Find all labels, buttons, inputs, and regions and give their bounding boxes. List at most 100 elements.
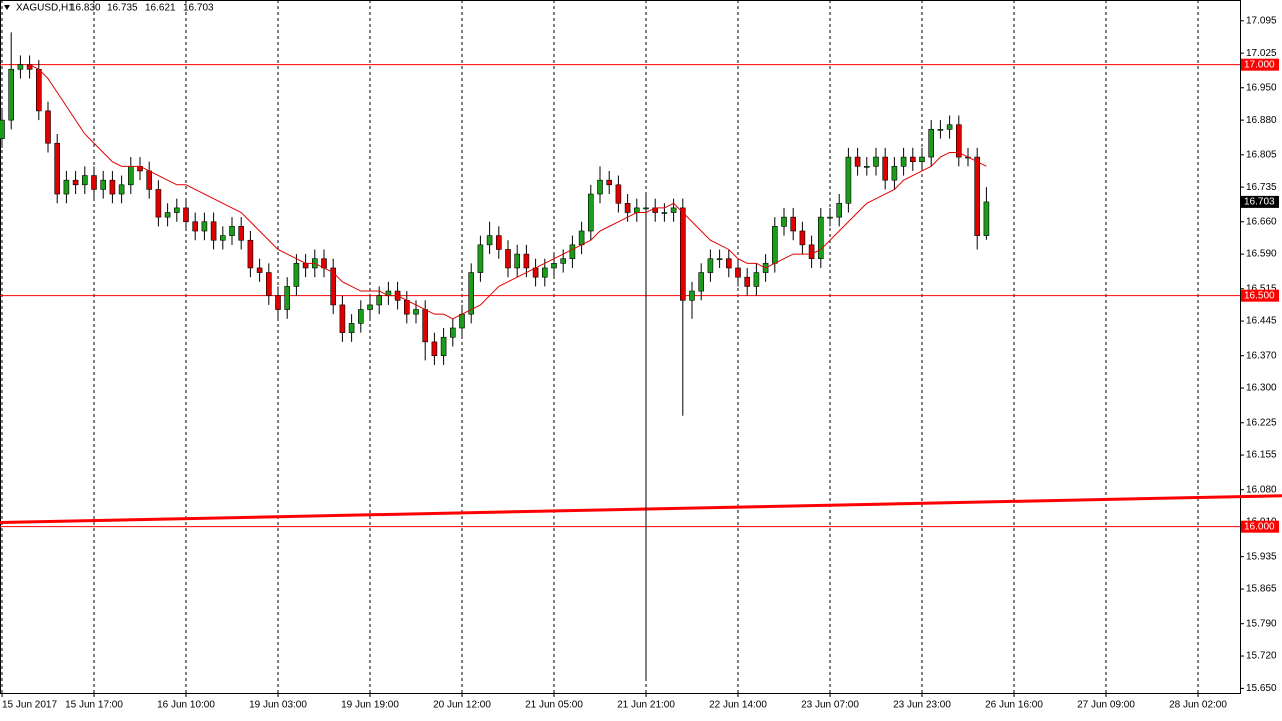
- candle-body: [256, 267, 263, 273]
- candle-body: [477, 244, 484, 273]
- candle-body: [955, 124, 962, 158]
- candle-body: [486, 235, 493, 246]
- y-tick-label: 16.370: [1246, 350, 1277, 361]
- y-tick-label: 16.515: [1246, 283, 1277, 294]
- candle-body: [229, 226, 235, 236]
- y-tick-label: 16.805: [1246, 149, 1277, 160]
- candle-body: [863, 166, 870, 168]
- x-tick-label: 26 Jun 16:00: [985, 700, 1043, 711]
- candle-body: [606, 179, 613, 186]
- candle-body: [937, 129, 944, 131]
- candle-body: [891, 166, 898, 181]
- y-tick-label: 17.025: [1246, 48, 1277, 59]
- y-tick-label: 16.950: [1246, 82, 1277, 93]
- candle-body: [376, 295, 383, 306]
- symbol: XAGUSD,H1: [16, 3, 74, 14]
- y-tick-label: 16.080: [1246, 484, 1277, 495]
- candle-body: [597, 179, 603, 195]
- candle-body: [100, 179, 106, 190]
- candle-body: [302, 263, 309, 269]
- candle-body: [146, 170, 152, 190]
- candle-body: [725, 258, 732, 269]
- price-box-label: 17.000: [1244, 59, 1275, 70]
- candle-body: [578, 230, 585, 246]
- candle-body: [35, 69, 42, 112]
- y-tick-label: 16.660: [1246, 216, 1277, 227]
- header-icon: [4, 5, 10, 10]
- candle-body: [670, 207, 677, 213]
- candle-body: [440, 336, 447, 357]
- candle-body: [293, 263, 300, 287]
- y-tick-label: 16.590: [1246, 249, 1277, 260]
- candle-body: [63, 179, 70, 195]
- candle-body: [827, 216, 833, 219]
- y-tick-label: 15.865: [1246, 584, 1277, 595]
- y-tick-label: 16.300: [1246, 383, 1277, 394]
- candle-body: [615, 184, 622, 204]
- y-tick-label: 16.735: [1246, 182, 1277, 193]
- price-box: [1241, 58, 1279, 71]
- candle-body: [164, 212, 171, 218]
- candle-body: [744, 276, 751, 287]
- candle-body: [284, 286, 291, 310]
- candle-body: [587, 193, 594, 232]
- candle-body: [183, 207, 189, 223]
- candle-body: [357, 309, 364, 324]
- candle-body: [449, 327, 456, 338]
- y-tick-label: 15.650: [1246, 683, 1277, 694]
- x-tick-label: 22 Jun 14:00: [709, 700, 767, 711]
- candle-body: [560, 258, 567, 264]
- candle-body: [413, 309, 419, 315]
- candle-body: [817, 216, 824, 260]
- x-tick-label: 19 Jun 03:00: [249, 700, 307, 711]
- candle-body: [238, 226, 244, 241]
- candles: [0, 32, 990, 680]
- candle-body: [330, 267, 337, 306]
- candle-body: [174, 207, 180, 213]
- candle-body: [551, 263, 557, 269]
- candle-body: [0, 119, 5, 139]
- candle-body: [109, 179, 116, 195]
- price-box: [1241, 520, 1279, 533]
- candle-body: [698, 272, 705, 292]
- candle-body: [679, 207, 686, 301]
- y-tick-label: 16.155: [1246, 450, 1277, 461]
- candle-body: [716, 258, 723, 261]
- candle-body: [339, 304, 346, 333]
- header-ohlc: 16.703: [183, 3, 214, 14]
- candle-body: [45, 110, 51, 144]
- x-tick-label: 19 Jun 19:00: [341, 700, 399, 711]
- candle-body: [210, 221, 217, 241]
- candle-body: [983, 201, 990, 236]
- candle-body: [900, 156, 907, 167]
- candle-body: [689, 290, 695, 301]
- candle-body: [367, 304, 373, 310]
- candle-body: [201, 221, 208, 232]
- y-tick-label: 15.935: [1246, 551, 1277, 562]
- candle-body: [946, 124, 953, 130]
- candle-body: [348, 323, 355, 333]
- candle-body: [541, 267, 548, 278]
- x-tick-label: 27 Jun 09:00: [1077, 700, 1135, 711]
- current-price-label: 16.703: [1244, 197, 1275, 208]
- x-tick-label: 20 Jun 12:00: [433, 700, 491, 711]
- candle-body: [707, 258, 714, 273]
- x-tick-label: 16 Jun 10:00: [157, 700, 215, 711]
- candle-body: [265, 272, 272, 296]
- y-tick-label: 16.880: [1246, 115, 1277, 126]
- candle-body: [220, 235, 226, 241]
- x-tick-label: 28 Jun 02:00: [1169, 700, 1227, 711]
- x-tick-label: 15 Jun 17:00: [65, 700, 123, 711]
- header-ohlc: 16.735: [107, 3, 138, 14]
- candle-body: [72, 179, 79, 186]
- y-tick-label: 16.225: [1246, 417, 1277, 428]
- candle-body: [523, 253, 530, 269]
- candle-body: [854, 156, 861, 167]
- x-tick-label: 21 Jun 05:00: [525, 700, 583, 711]
- header-ohlc: 16.830: [70, 3, 101, 14]
- current-price-box: [1241, 195, 1279, 208]
- candle-body: [781, 216, 787, 227]
- candle-body: [505, 249, 511, 269]
- trend-line: [0, 494, 1282, 525]
